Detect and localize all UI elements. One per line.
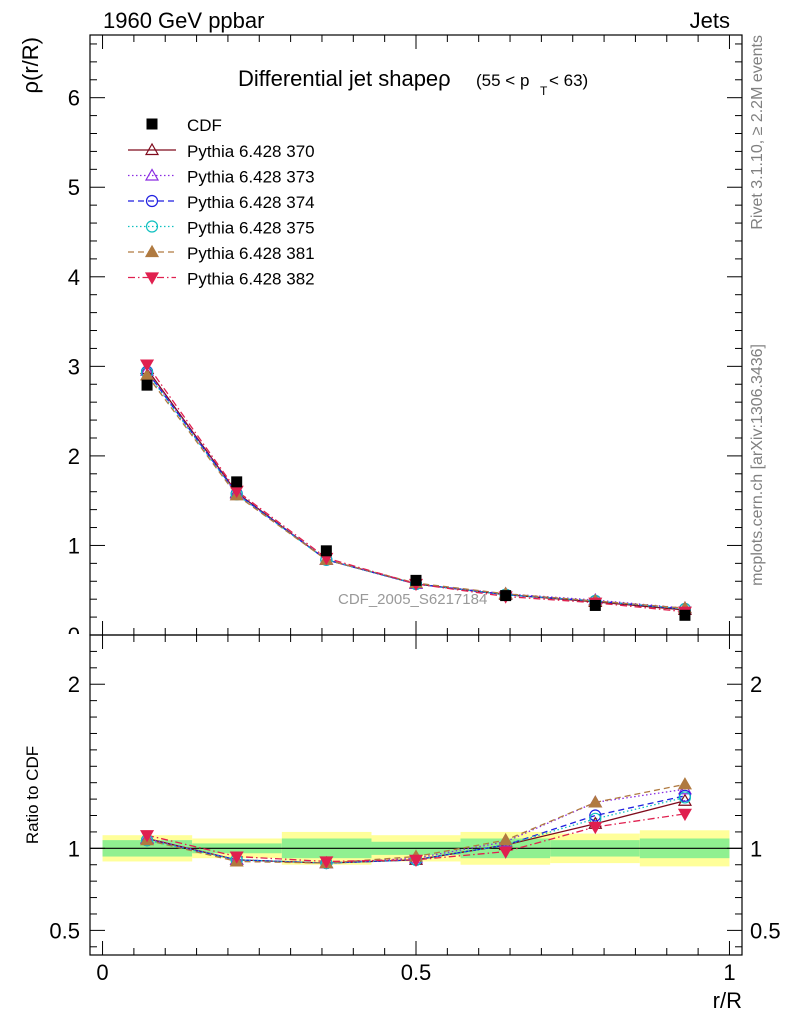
series-line-4 bbox=[146, 374, 686, 609]
x-axis-label: r/R bbox=[713, 988, 742, 1013]
legend-marker-5 bbox=[144, 272, 160, 285]
legend-marker-3 bbox=[145, 220, 159, 233]
header-left: 1960 GeV ppbar bbox=[103, 8, 264, 33]
ratio-4-point-5 bbox=[588, 795, 603, 808]
series-line-3 bbox=[146, 372, 686, 610]
y-tick-label-6: 6 bbox=[68, 86, 80, 111]
ratio-5-point-4 bbox=[498, 846, 513, 859]
ratio-frame bbox=[89, 634, 743, 956]
y-tick-label-1: 1 bbox=[68, 533, 80, 558]
header-right: Jets bbox=[690, 8, 730, 33]
chart-title-group: Differential jet shapeρ (55 < p T < 63) bbox=[238, 66, 588, 98]
legend-label-1: Pythia 6.428 373 bbox=[187, 168, 315, 187]
ratio-tick-label-left-1: 1 bbox=[68, 836, 80, 861]
y-tick-label-3: 3 bbox=[68, 354, 80, 379]
ratio-5-point-3 bbox=[408, 854, 424, 868]
series-5-point-0 bbox=[140, 359, 155, 372]
ratio-5-point-0 bbox=[140, 830, 155, 843]
ratio-2-point-5 bbox=[589, 809, 602, 822]
legend-marker-data bbox=[146, 118, 158, 130]
ratio-5-point-6 bbox=[677, 808, 692, 822]
main-series bbox=[140, 359, 692, 621]
ratio-series bbox=[140, 777, 692, 870]
y-tick-label-4: 4 bbox=[68, 265, 80, 290]
legend-label-4: Pythia 6.428 381 bbox=[187, 244, 315, 263]
ratio-4-point-4 bbox=[498, 832, 513, 846]
legend-label-data: CDF bbox=[187, 116, 222, 135]
ratio-4-point-6 bbox=[677, 777, 692, 790]
side-note-top: Rivet 3.1.10, ≥ 2.2M events bbox=[749, 35, 766, 230]
ratio-3-point-6 bbox=[678, 791, 692, 804]
analysis-watermark: CDF_2005_S6217184 bbox=[338, 591, 487, 608]
ratio-tick-label-right-2: 2 bbox=[750, 672, 762, 697]
y-tick-label-0: 0 bbox=[68, 623, 80, 648]
series-line-5 bbox=[146, 364, 686, 613]
ratio-5-point-5 bbox=[588, 821, 603, 835]
legend-label-0: Pythia 6.428 370 bbox=[187, 142, 315, 161]
legend-marker-2 bbox=[145, 194, 159, 208]
data-point-1 bbox=[231, 476, 243, 488]
y-axis-label: ρ(r/R) bbox=[18, 37, 43, 94]
data-point-5 bbox=[589, 599, 601, 611]
ratio-5-point-2 bbox=[319, 856, 334, 869]
data-point-3 bbox=[410, 574, 422, 586]
ratio-tick-label-left-2: 2 bbox=[68, 672, 80, 697]
ratio-5-point-1 bbox=[229, 851, 244, 864]
ratio-axis-label: Ratio to CDF bbox=[23, 746, 42, 844]
legend: CDF Pythia 6.428 370 Pythia 6.428 373 Pythi… bbox=[128, 116, 315, 289]
legend-marker-1 bbox=[144, 168, 160, 181]
series-line-0 bbox=[146, 368, 686, 611]
legend-label-3: Pythia 6.428 375 bbox=[187, 219, 315, 238]
ratio-tick-label-right-1: 1 bbox=[750, 836, 762, 861]
ratio-tick-label-left-0.5: 0.5 bbox=[49, 918, 80, 943]
y-tick-label-5: 5 bbox=[68, 175, 80, 200]
data-point-4 bbox=[500, 590, 512, 602]
x-tick-label-0: 0 bbox=[96, 960, 108, 985]
chart-title: Differential jet shapeρ bbox=[238, 66, 451, 91]
axis-ticks bbox=[90, 35, 742, 955]
x-tick-label-0.5: 0.5 bbox=[401, 960, 432, 985]
side-note-bottom: mcplots.cern.ch [arXiv:1306.3436] bbox=[749, 344, 766, 586]
y-tick-label-2: 2 bbox=[68, 444, 80, 469]
ratio-tick-label-right-0.5: 0.5 bbox=[750, 918, 781, 943]
data-point-0 bbox=[141, 379, 153, 391]
series-line-1 bbox=[146, 370, 686, 609]
legend-label-5: Pythia 6.428 382 bbox=[187, 270, 315, 289]
chart-title-suffix: (55 < p bbox=[476, 71, 529, 90]
legend-label-2: Pythia 6.428 374 bbox=[187, 193, 315, 212]
series-line-2 bbox=[146, 371, 686, 610]
legend-marker-0 bbox=[144, 142, 160, 156]
chart-title-end: < 63) bbox=[549, 71, 588, 90]
x-tick-label-1: 1 bbox=[723, 960, 735, 985]
data-point-2 bbox=[320, 545, 332, 557]
chart-title-subscript: T bbox=[540, 84, 548, 98]
data-point-6 bbox=[679, 609, 691, 621]
legend-marker-4 bbox=[144, 244, 160, 258]
